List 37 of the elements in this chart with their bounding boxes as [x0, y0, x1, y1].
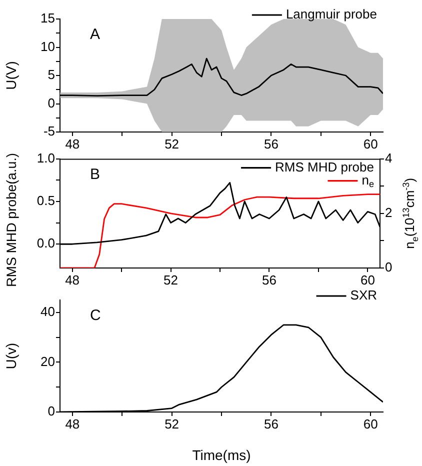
x-tick-label: 60	[360, 272, 375, 288]
x-tick-label: 56	[264, 136, 278, 152]
x-tick-label: 48	[65, 272, 80, 288]
x-tick-label: 52	[164, 272, 178, 288]
x-tick-label: 56	[264, 416, 278, 432]
x-tick-label: 52	[164, 416, 180, 432]
y-tick-label: 0.5	[36, 193, 55, 208]
x-axis-title: Time(ms)	[192, 447, 251, 463]
y2-tick-label: 0	[385, 260, 392, 275]
y-tick-label: 0.0	[36, 236, 55, 251]
annotation: A	[90, 26, 100, 43]
annotation: C	[90, 307, 101, 324]
y-tick-label: 10	[40, 38, 55, 54]
y-axis-title: U(V)	[3, 61, 19, 90]
y-tick-label: 40	[40, 304, 55, 320]
y-tick-label: 1.0	[36, 150, 55, 166]
annotation: B	[90, 166, 100, 183]
legend-label: Langmuir probe	[286, 6, 378, 22]
legend-label: SXR	[350, 288, 378, 303]
y2-tick-label: 2	[385, 204, 392, 220]
x-tick-label: 60	[363, 136, 378, 152]
y-tick-label: 0	[48, 95, 55, 110]
y-tick-label: 0	[48, 404, 55, 419]
y-axis-title: U(v)	[3, 342, 19, 370]
y-tick-label: 15	[40, 10, 55, 26]
x-tick-label: 48	[65, 136, 80, 152]
x-tick-label: 56	[262, 272, 276, 288]
y-tick-label: -5	[43, 124, 55, 139]
y2-tick-label: 4	[385, 150, 392, 166]
legend-label: RMS MHD probe	[275, 159, 374, 174]
x-tick-label: 48	[65, 416, 80, 432]
x-tick-label: 60	[363, 416, 378, 432]
x-tick-label: 52	[164, 136, 180, 152]
y-tick-label: 20	[40, 354, 55, 369]
y2-axis-title: ne(1013cm-3)	[400, 178, 420, 249]
y-tick-label: 5	[48, 67, 55, 82]
y-axis-title: RMS MHD probe(a.u.)	[4, 152, 19, 287]
